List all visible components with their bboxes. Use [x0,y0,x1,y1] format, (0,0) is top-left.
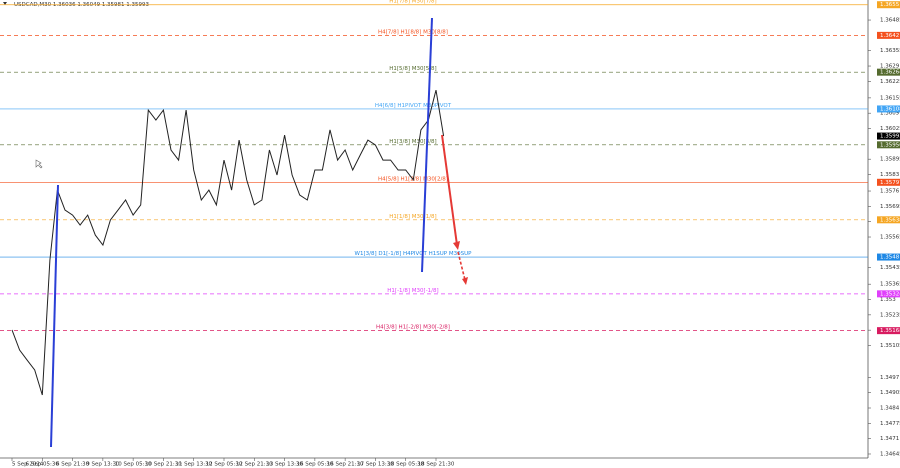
x-tick-label: 6 Sep 21:30 [56,462,90,468]
x-tick-label: 18 Sep 21:30 [418,462,455,468]
level-price-box [877,178,900,186]
level-price: 1.3548 [880,255,900,261]
x-tick-label: 9 Sep 13:30 [86,462,120,468]
level-price: 1.3642 [880,33,899,39]
last-price: 1.35993 [880,134,900,140]
y-tick-label: 1.3629 [880,64,900,70]
y-tick-label: 1.35235 [880,312,900,318]
y-tick-label: 1.3609 [880,111,900,117]
level-price-box [877,105,900,113]
level-price-box [877,327,900,335]
y-tick-label: 1.35895 [880,157,900,163]
level-price-box [877,68,900,76]
x-tick-label: 6 Sep 05:30 [26,462,60,468]
level-label: H4[7/8] H1[8/8] M30[8/8] [378,29,448,35]
level-label: H1[7/8] M30[7/8] [389,0,436,5]
level-price: 1.3655 [880,2,900,8]
level-price: 1.35168 [880,328,900,334]
level-price: 1.36108 [880,106,900,112]
last-price-box [877,132,900,140]
level-price-box [877,290,900,298]
y-tick-label: 1.36485 [880,18,900,24]
y-tick-label: 1.36155 [880,95,900,101]
trend-line [50,184,59,448]
x-tick-label: 16 Sep 05:30 [296,462,333,468]
x-tick-label: 5 Sep 2024 [12,462,44,468]
level-price-box [877,1,900,9]
x-tick-label: 18 Sep 05:30 [387,462,424,468]
arrow-head [462,277,468,285]
x-tick-label: 12 Sep 21:30 [236,462,273,468]
level-price-box [877,253,900,261]
y-tick-label: 1.3583 [880,172,900,178]
x-tick-label: 11 Sep 13:30 [175,462,212,468]
x-tick-label: 16 Sep 21:30 [327,462,364,468]
level-price-box [877,141,900,149]
trend-line [421,17,433,273]
cursor [35,159,43,169]
level-label: H4[3/8] H1[-2/8] M30[-2/8] [376,325,450,331]
price-line [11,89,445,396]
x-tick-label: 12 Sep 05:30 [206,462,243,468]
x-tick-label: 10 Sep 21:30 [145,462,182,468]
level-price: 1.35797 [880,180,900,186]
level-label: H1[-1/8] M30[-1/8] [387,288,438,294]
level-price: 1.35324 [880,291,900,297]
level-label: W1[3/8] D1[-1/8] H4PIVOT H1SUP M30SUP [355,251,473,257]
y-tick-label: 1.3497 [880,375,900,381]
y-tick-label: 1.36025 [880,126,900,132]
y-tick-label: 1.3576 [880,189,900,195]
y-tick-label: 1.35105 [880,343,900,349]
y-tick-label: 1.36225 [880,79,900,85]
menu-icon [3,2,7,5]
level-price-box [877,31,900,39]
y-tick-label: 1.35365 [880,282,900,288]
level-price: 1.35638 [880,217,900,223]
y-tick-label: 1.34775 [880,421,900,427]
y-tick-label: 1.35565 [880,235,900,241]
y-tick-label: 1.353 [880,297,896,303]
y-tick-label: 1.3484 [880,406,900,412]
level-price-box [877,216,900,224]
y-tick-label: 1.36355 [880,48,900,54]
y-tick-label: 1.3471 [880,436,899,442]
level-label: H1[5/8] M30[5/8] [389,66,436,72]
level-price: 1.35956 [880,142,900,148]
level-label: H1[3/8] M30[3/8] [389,139,436,145]
level-label: H1[1/8] M30[1/8] [389,214,436,220]
x-tick-label: 17 Sep 13:30 [357,462,394,468]
arrow-head [453,241,460,250]
y-tick-label: 1.35435 [880,265,900,271]
level-price: 1.36264 [880,70,900,76]
x-tick-label: 13 Sep 13:30 [266,462,303,468]
x-tick-label: 10 Sep 05:30 [115,462,152,468]
forecast-arrow [441,134,458,246]
level-label: H4[6/8] H1PIVOT M30PIVOT [375,103,452,109]
y-tick-label: 1.34905 [880,390,900,396]
y-tick-label: 1.35695 [880,204,900,210]
